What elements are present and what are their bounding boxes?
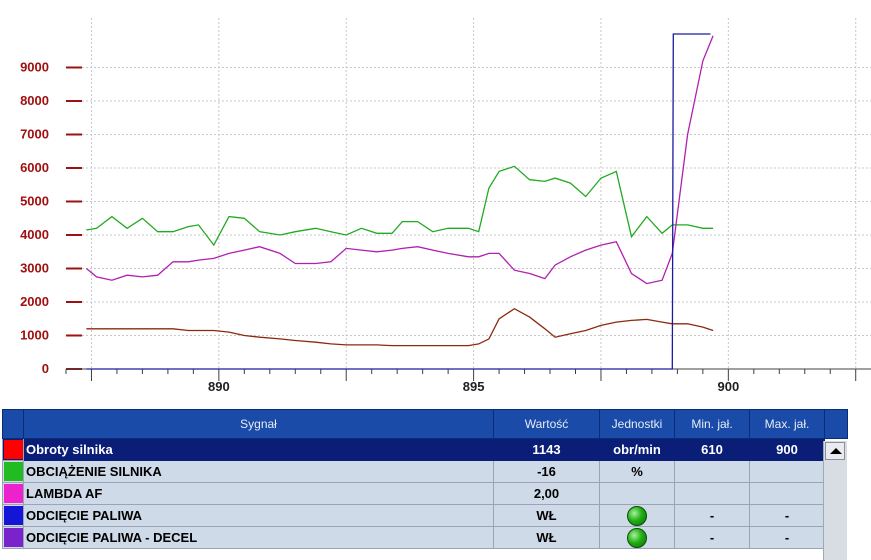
y-tick-label: 6000	[20, 160, 49, 175]
signal-max	[749, 460, 825, 483]
y-tick-label: 7000	[20, 127, 49, 142]
row-color	[2, 526, 24, 549]
signal-unit: obr/min	[599, 438, 675, 461]
header-min-idle[interactable]: Min. jał.	[674, 409, 750, 439]
color-swatch	[3, 528, 23, 547]
signal-min: -	[674, 504, 750, 527]
signal-max: -	[749, 526, 825, 549]
signal-value: 1143	[493, 438, 600, 461]
x-tick-labels: 890 895 900	[208, 379, 739, 394]
signal-table-area: Sygnał Wartość Jednostki Min. jał. Max. …	[0, 405, 871, 560]
series-line-1	[85, 35, 714, 285]
signal-table: Sygnał Wartość Jednostki Min. jał. Max. …	[2, 409, 848, 549]
series-line-3	[86, 33, 711, 370]
signal-min: -	[674, 526, 750, 549]
header-spacer	[824, 409, 848, 439]
chart-axes	[65, 66, 871, 381]
row-color	[2, 460, 24, 483]
signal-unit-indicator	[599, 526, 675, 549]
row-color	[2, 482, 24, 505]
table-header-row: Sygnał Wartość Jednostki Min. jał. Max. …	[2, 409, 848, 439]
y-tick-label: 1000	[20, 328, 49, 343]
table-row[interactable]: ODCIĘCIE PALIWA WŁ - -	[2, 504, 848, 527]
signal-max: -	[749, 504, 825, 527]
y-tick-label: 4000	[20, 227, 49, 242]
signal-name: OBCIĄŻENIE SILNIKA	[23, 460, 494, 483]
signal-value: -16	[493, 460, 600, 483]
chart-grid	[66, 18, 871, 369]
signal-name: LAMBDA AF	[23, 482, 494, 505]
row-color	[2, 504, 24, 527]
table-row[interactable]: OBCIĄŻENIE SILNIKA -16 %	[2, 460, 848, 483]
series-lines	[85, 33, 714, 370]
signal-value: WŁ	[493, 504, 600, 527]
x-tick-label: 890	[208, 379, 230, 394]
color-swatch	[3, 440, 23, 459]
y-tick-label: 0	[42, 361, 49, 376]
color-swatch	[3, 462, 23, 481]
signal-unit: %	[599, 460, 675, 483]
y-tick-label: 8000	[20, 93, 49, 108]
y-tick-label: 3000	[20, 261, 49, 276]
scroll-up-arrow-icon[interactable]	[825, 442, 845, 460]
signal-value: 2,00	[493, 482, 600, 505]
table-row[interactable]: Obroty silnika 1143 obr/min 610 900	[2, 438, 848, 461]
series-line-0	[86, 165, 714, 247]
header-max-idle[interactable]: Max. jał.	[749, 409, 825, 439]
color-swatch	[3, 506, 23, 525]
header-signal[interactable]: Sygnał	[23, 409, 494, 439]
color-swatch	[3, 484, 23, 503]
series-line-2	[86, 307, 714, 347]
signal-min: 610	[674, 438, 750, 461]
y-tick-labels: 0 1000 2000 3000 4000 5000 6000 7000 8000 9000	[20, 60, 49, 377]
table-row[interactable]: ODCIĘCIE PALIWA - DECEL WŁ - -	[2, 526, 848, 549]
row-color	[2, 438, 24, 461]
signal-max: 900	[749, 438, 825, 461]
y-tick-label: 5000	[20, 194, 49, 209]
x-tick-label: 895	[463, 379, 485, 394]
signal-unit-indicator	[599, 504, 675, 527]
table-scrollbar[interactable]	[823, 441, 847, 560]
x-tick-label: 900	[717, 379, 739, 394]
header-color	[2, 409, 24, 439]
header-value[interactable]: Wartość	[493, 409, 600, 439]
signal-min	[674, 482, 750, 505]
signal-name: Obroty silnika	[23, 438, 494, 461]
signal-max	[749, 482, 825, 505]
y-tick-label: 2000	[20, 294, 49, 309]
green-status-icon	[627, 505, 647, 526]
signal-value: WŁ	[493, 526, 600, 549]
y-tick-label: 9000	[20, 60, 49, 75]
table-row[interactable]: LAMBDA AF 2,00	[2, 482, 848, 505]
signal-unit	[599, 482, 675, 505]
header-unit[interactable]: Jednostki	[599, 409, 675, 439]
signal-name: ODCIĘCIE PALIWA	[23, 504, 494, 527]
signal-name: ODCIĘCIE PALIWA - DECEL	[23, 526, 494, 549]
green-status-icon	[627, 527, 647, 548]
signal-chart: 0 1000 2000 3000 4000 5000 6000 7000 8000 9000 89…	[20, 18, 871, 394]
signal-min	[674, 460, 750, 483]
